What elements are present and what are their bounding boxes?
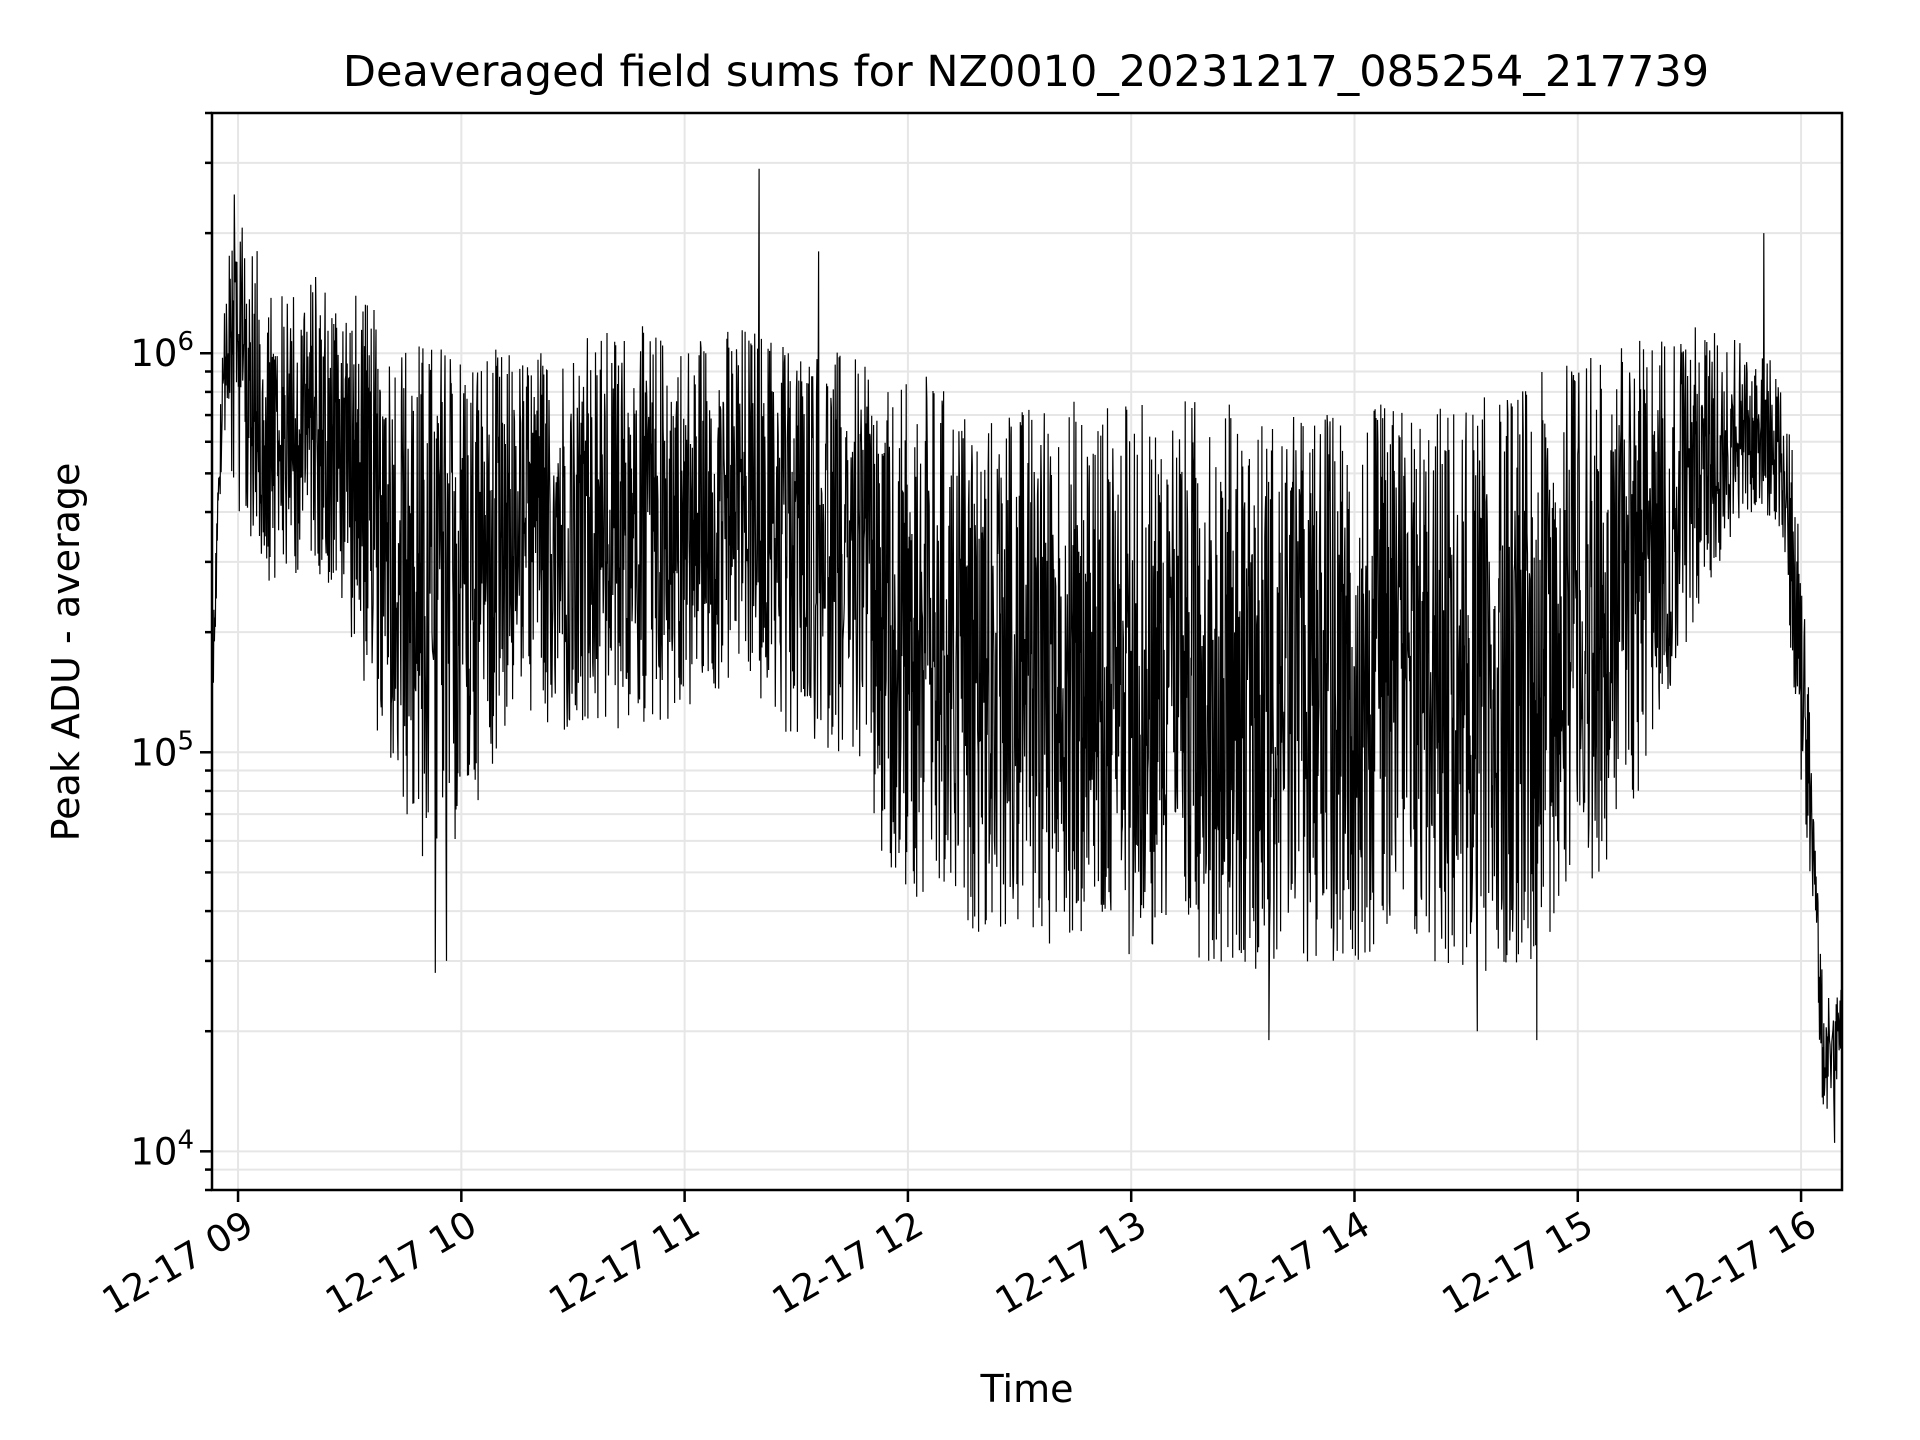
x-tick-label: 12-17 12: [765, 1203, 931, 1323]
y-tick-label: 106: [130, 327, 194, 375]
y-axis-label: Peak ADU - average: [44, 463, 88, 842]
x-tick-label: 12-17 15: [1435, 1203, 1601, 1323]
x-axis-ticks: 12-17 09 12-17 10 12-17 11 12-17 12 12-17 13…: [95, 1190, 1824, 1323]
x-tick-label: 12-17 11: [542, 1203, 708, 1323]
x-tick-label: 12-17 16: [1658, 1203, 1824, 1323]
x-tick-label: 12-17 14: [1211, 1203, 1377, 1323]
x-tick-label: 12-17 13: [988, 1203, 1154, 1323]
series-line: [211, 168, 1843, 1143]
plot-frame: [210, 111, 1844, 1192]
y-tick-label: 104: [130, 1125, 194, 1173]
y-axis-ticks: 104 105 106: [130, 111, 212, 1192]
chart-title: Deaveraged field sums for NZ0010_2023121…: [343, 47, 1709, 97]
x-axis-label: Time: [980, 1367, 1074, 1411]
y-tick-label: 105: [130, 726, 194, 774]
x-tick-label: 12-17 10: [318, 1203, 484, 1323]
plot-area: [211, 168, 1843, 1143]
x-tick-label: 12-17 09: [95, 1203, 261, 1323]
